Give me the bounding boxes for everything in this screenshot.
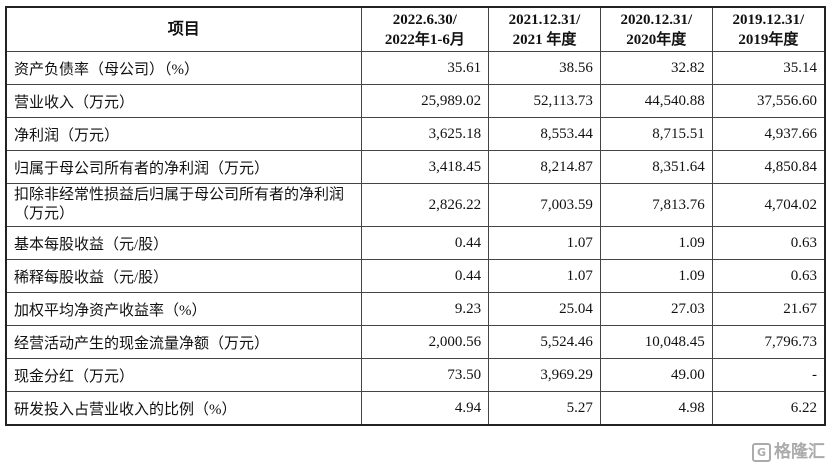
header-text: 2021 年度 — [512, 31, 577, 48]
cell-value: 0.63 — [711, 259, 826, 293]
header-period: 2019.12.31/2019年度 — [711, 6, 826, 52]
row-label: 加权平均净资产收益率（%） — [5, 292, 362, 326]
table-row: 加权平均净资产收益率（%） 9.23 25.04 27.03 21.67 — [5, 292, 826, 326]
table-row: 稀释每股收益（元/股） 0.44 1.07 1.09 0.63 — [5, 259, 826, 293]
cell-value: 49.00 — [599, 358, 713, 392]
header-period: 2021.12.31/2021 年度 — [488, 6, 601, 52]
header-text: 2019.12.31/ — [732, 11, 805, 28]
header-text: 2022.6.30/ — [392, 11, 457, 28]
cell-value: 38.56 — [488, 51, 601, 85]
cell-value: 7,813.76 — [599, 183, 713, 227]
cell-value: 3,418.45 — [360, 150, 490, 184]
cell-value: 44,540.88 — [599, 84, 713, 118]
cell-value: 2,826.22 — [360, 183, 490, 227]
cell-value: 8,214.87 — [488, 150, 601, 184]
cell-value: 3,625.18 — [360, 117, 490, 151]
cell-value: 35.14 — [711, 51, 826, 85]
row-label: 研发投入占营业收入的比例（%） — [5, 391, 362, 426]
row-label: 稀释每股收益（元/股） — [5, 259, 362, 293]
cell-value: 1.09 — [599, 226, 713, 260]
table-row: 归属于母公司所有者的净利润（万元） 3,418.45 8,214.87 8,351.6… — [5, 150, 826, 184]
header-period: 2020.12.31/2020年度 — [599, 6, 713, 52]
cell-value: 4.94 — [360, 391, 490, 426]
cell-value: 0.44 — [360, 259, 490, 293]
cell-value: 5,524.46 — [488, 325, 601, 359]
cell-value: 25.04 — [488, 292, 601, 326]
row-label: 扣除非经常性损益后归属于母公司所有者的净利润（万元） — [5, 183, 362, 227]
row-label: 净利润（万元） — [5, 117, 362, 151]
cell-value: 1.07 — [488, 259, 601, 293]
header-period: 2022.6.30/2022年1-6月 — [360, 6, 490, 52]
row-label: 基本每股收益（元/股） — [5, 226, 362, 260]
table-row: 现金分红（万元） 73.50 3,969.29 49.00- — [5, 358, 826, 392]
row-label: 资产负债率（母公司）（%） — [5, 51, 362, 85]
row-label: 营业收入（万元） — [5, 84, 362, 118]
cell-value: 8,351.64 — [599, 150, 713, 184]
table-row: 经营活动产生的现金流量净额（万元） 2,000.56 5,524.46 10,048.… — [5, 325, 826, 359]
cell-value: 6.22 — [711, 391, 826, 426]
cell-value: 9.23 — [360, 292, 490, 326]
cell-value: 8,553.44 — [488, 117, 601, 151]
cell-value: 2,000.56 — [360, 325, 490, 359]
cell-value: 8,715.51 — [599, 117, 713, 151]
row-label: 经营活动产生的现金流量净额（万元） — [5, 325, 362, 359]
cell-value: 0.63 — [711, 226, 826, 260]
cell-value: 1.09 — [599, 259, 713, 293]
cell-value: 3,969.29 — [488, 358, 601, 392]
cell-value: 27.03 — [599, 292, 713, 326]
table-row: 基本每股收益（元/股） 0.44 1.07 1.09 0.63 — [5, 226, 826, 260]
cell-value: 4,937.66 — [711, 117, 826, 151]
watermark-text: 格隆汇 — [774, 442, 825, 462]
cell-value: 35.61 — [360, 51, 490, 85]
row-label: 现金分红（万元） — [5, 358, 362, 392]
cell-value: 7,796.73 — [711, 325, 826, 359]
header-text: 项目 — [167, 20, 200, 38]
row-label: 归属于母公司所有者的净利润（万元） — [5, 150, 362, 184]
cell-value: 7,003.59 — [488, 183, 601, 227]
table-row: 营业收入（万元） 25,989.02 52,113.73 44,540.88 37,55… — [5, 84, 826, 118]
cell-value: - — [711, 358, 826, 392]
cell-value: 4,704.02 — [711, 183, 826, 227]
header-text: 2019年度 — [738, 31, 799, 48]
cell-value: 4.98 — [599, 391, 713, 426]
header-row: 项目 2022.6.30/2022年1-6月 2021.12.31/2021 年度 2… — [5, 6, 826, 52]
financial-indicators-table: 项目 2022.6.30/2022年1-6月 2021.12.31/2021 年度 2… — [5, 6, 826, 426]
cell-value: 21.67 — [711, 292, 826, 326]
header-text: 2021.12.31/ — [508, 11, 581, 28]
table-row: 研发投入占营业收入的比例（%） 4.94 5.27 4.98 6.22 — [5, 391, 826, 426]
cell-value: 10,048.45 — [599, 325, 713, 359]
cell-value: 0.44 — [360, 226, 490, 260]
cell-value: 73.50 — [360, 358, 490, 392]
cell-value: 5.27 — [488, 391, 601, 426]
cell-value: 4,850.84 — [711, 150, 826, 184]
watermark-logo: G 格隆汇 — [752, 442, 825, 462]
table-row: 资产负债率（母公司）（%） 35.61 38.56 32.82 35.14 — [5, 51, 826, 85]
header-item: 项目 — [5, 6, 362, 52]
table-row: 净利润（万元） 3,625.18 8,553.44 8,715.51 4,937.66 — [5, 117, 826, 151]
cell-value: 32.82 — [599, 51, 713, 85]
cell-value: 52,113.73 — [488, 84, 601, 118]
cell-value: 1.07 — [488, 226, 601, 260]
header-text: 2022年1-6月 — [384, 31, 465, 48]
table-row: 扣除非经常性损益后归属于母公司所有者的净利润（万元） 2,826.22 7,003.… — [5, 183, 826, 227]
watermark-icon: G — [752, 442, 771, 462]
header-text: 2020.12.31/ — [620, 11, 693, 28]
cell-value: 25,989.02 — [360, 84, 490, 118]
header-text: 2020年度 — [626, 31, 687, 48]
cell-value: 37,556.60 — [711, 84, 826, 118]
